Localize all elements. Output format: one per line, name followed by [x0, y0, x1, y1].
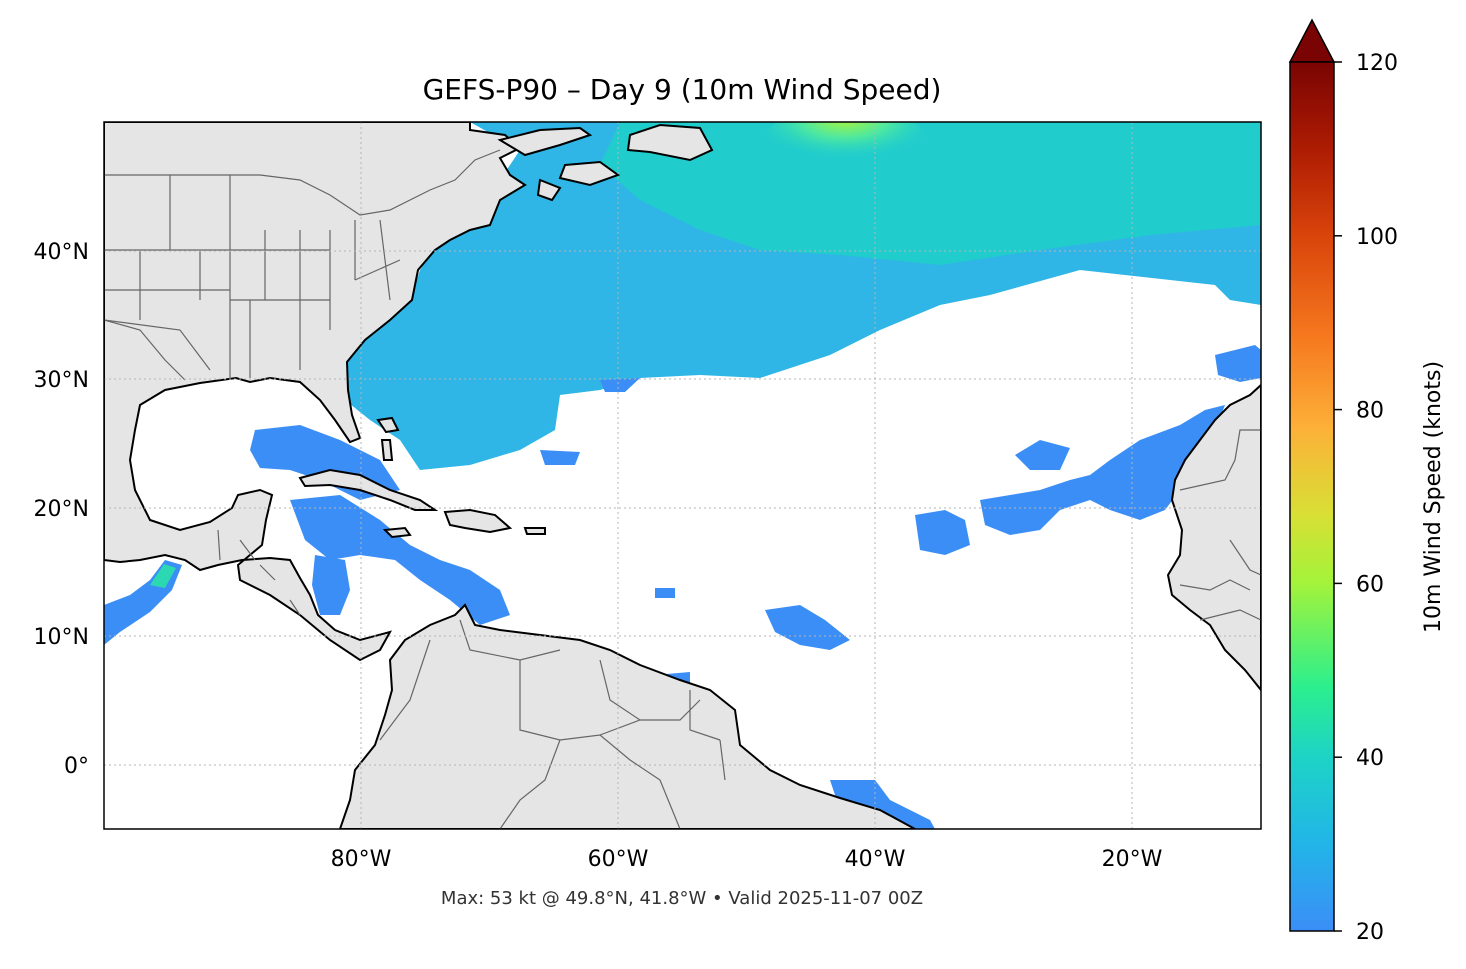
wind-patch-east-atlantic-2 — [1015, 440, 1070, 470]
border-central-america — [217, 529, 301, 616]
colorbar-tick-label: 60 — [1356, 572, 1384, 597]
colorbar: 20 40 60 80 100 120 10m Wind Speed (knots) — [1288, 18, 1446, 945]
colorbar-tick-label: 20 — [1356, 920, 1384, 945]
x-tick-label: 20°W — [1102, 847, 1163, 872]
land-north-america — [104, 122, 527, 662]
border-states — [104, 175, 401, 378]
colorbar-tick-label: 120 — [1356, 51, 1398, 76]
land-south-america — [338, 603, 916, 829]
land — [104, 122, 1261, 829]
land-bahamas — [376, 416, 400, 461]
colorbar-tick-label: 80 — [1356, 399, 1384, 424]
border-us-canada — [104, 149, 501, 216]
map-area — [104, 122, 1261, 829]
border-west-africa — [1179, 429, 1261, 621]
land-greenland-newfoundland — [536, 123, 714, 202]
colorbar-tick-label: 100 — [1356, 225, 1398, 250]
land-west-africa — [1166, 383, 1261, 692]
wind-patch-bahamas — [540, 378, 640, 465]
wind-patch-central-america — [312, 555, 350, 615]
wind-patch-tropics — [655, 588, 850, 686]
map-frame — [103, 121, 1262, 830]
wind-patch-mid-atlantic — [915, 510, 970, 555]
wind-patch-canaries — [1215, 345, 1261, 382]
x-axis-labels: 80°W 60°W 40°W 20°W — [331, 847, 1163, 872]
wind-patch-pacific-core — [150, 564, 176, 588]
wind-band-core — [600, 122, 1261, 265]
wind-patch-brazil — [830, 780, 935, 829]
x-tick-label: 80°W — [331, 847, 392, 872]
wind-max-hotspot — [765, 122, 925, 175]
land-cuba — [298, 468, 439, 511]
x-tick-label: 60°W — [588, 847, 649, 872]
border-mexico — [104, 319, 186, 381]
y-tick-label: 10°N — [34, 625, 89, 650]
wind-patch-caribbean — [290, 495, 510, 625]
y-tick-label: 0° — [64, 754, 89, 779]
land-puerto-rico — [523, 527, 546, 535]
x-tick-label: 40°W — [845, 847, 906, 872]
land-hispaniola — [443, 508, 513, 534]
y-tick-label: 30°N — [34, 368, 89, 393]
colorbar-extend-arrow — [1288, 18, 1336, 63]
wind-field — [104, 122, 1261, 829]
y-tick-label: 40°N — [34, 240, 89, 265]
colorbar-tick-label: 40 — [1356, 746, 1384, 771]
map-title: GEFS-P90 – Day 9 (10m Wind Speed) — [423, 73, 942, 106]
y-axis-labels: 40°N 30°N 20°N 10°N 0° — [34, 240, 89, 779]
footer-annotation: Max: 53 kt @ 49.8°N, 41.8°W • Valid 2025… — [441, 888, 923, 909]
land-jamaica — [382, 526, 412, 539]
colorbar-ticks: 20 40 60 80 100 120 — [1334, 51, 1398, 945]
political-borders — [104, 149, 1261, 829]
colorbar-label: 10m Wind Speed (knots) — [1421, 361, 1446, 633]
y-tick-label: 20°N — [34, 497, 89, 522]
wind-patch-east-atlantic — [980, 405, 1225, 535]
colorbar-gradient — [1289, 61, 1335, 932]
land-nova-scotia — [497, 126, 593, 157]
border-south-america — [379, 619, 726, 829]
